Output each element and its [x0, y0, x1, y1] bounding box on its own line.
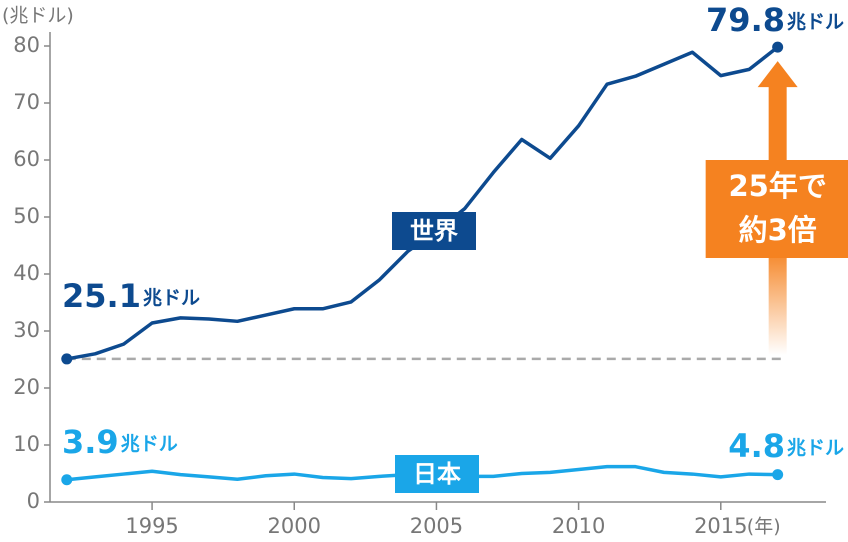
end-point — [61, 353, 73, 365]
y-tick-label: 30 — [13, 318, 40, 342]
y-tick-label: 70 — [13, 90, 40, 114]
x-tick-label: 1995 — [125, 514, 178, 538]
value-label: 79.8 兆ドル — [706, 1, 844, 39]
y-tick-label: 20 — [13, 375, 40, 399]
y-tick-label: 0 — [27, 489, 40, 513]
y-tick-label: 80 — [13, 33, 40, 57]
x-tick-label: 2000 — [268, 514, 321, 538]
series-label-box — [395, 455, 479, 493]
value-label: 25.1 兆ドル — [62, 277, 200, 315]
value-label: 4.8 兆ドル — [728, 427, 844, 465]
x-tick-label: 2010 — [552, 514, 605, 538]
value-number: 79.8 — [706, 1, 785, 39]
end-point — [772, 469, 784, 481]
value-number: 25.1 — [62, 277, 141, 315]
annotation-text: 約3倍 — [739, 213, 817, 247]
x-tick-label: 2005 — [410, 514, 463, 538]
annotation-box — [705, 160, 848, 258]
value-number: 3.9 — [62, 423, 119, 461]
arrow-head — [757, 61, 798, 88]
series-label: 日本 — [413, 460, 461, 488]
y-tick-label: 10 — [13, 432, 40, 456]
value-number: 4.8 — [728, 427, 785, 465]
value-label: 3.9 兆ドル — [62, 423, 178, 461]
y-tick-label: 60 — [13, 147, 40, 171]
value-unit: 兆ドル — [143, 287, 200, 309]
value-unit: 兆ドル — [121, 433, 178, 455]
x-unit: (年) — [747, 516, 781, 538]
y-tick-label: 50 — [13, 204, 40, 228]
y-unit: (兆ドル) — [2, 5, 74, 27]
annotation-text: 25年で — [728, 169, 826, 203]
end-point — [61, 474, 73, 486]
y-tick-label: 40 — [13, 261, 40, 285]
value-unit: 兆ドル — [787, 437, 844, 459]
value-unit: 兆ドル — [787, 11, 844, 33]
series-label: 世界 — [410, 217, 458, 245]
end-point — [772, 41, 784, 53]
x-tick-label: 2015 — [694, 514, 747, 538]
series-line — [66, 45, 779, 361]
series-label-box — [392, 212, 476, 250]
